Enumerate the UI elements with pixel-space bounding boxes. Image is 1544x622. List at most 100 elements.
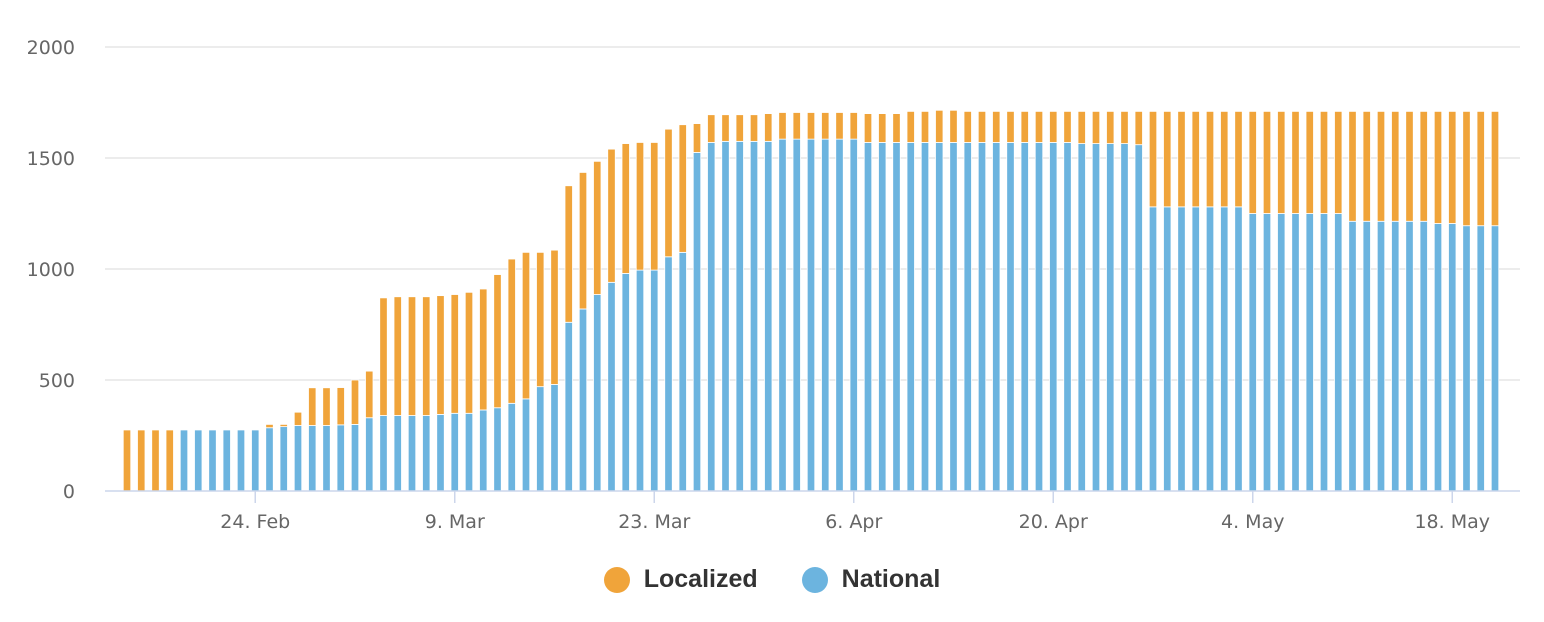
bar-localized-2020-02-27[interactable] — [293, 411, 303, 426]
bar-national-2020-03-01[interactable] — [336, 424, 345, 492]
bar-national-2020-03-06[interactable] — [407, 415, 417, 492]
bar-national-2020-02-26[interactable] — [279, 426, 288, 492]
bar-localized-2020-05-21[interactable] — [1490, 110, 1500, 227]
bar-localized-2020-02-18[interactable] — [165, 429, 174, 492]
bar-localized-2020-04-01[interactable] — [778, 112, 787, 140]
bar-localized-2020-05-06[interactable] — [1277, 110, 1286, 214]
bar-national-2020-04-25[interactable] — [1120, 143, 1129, 492]
bar-national-2020-05-21[interactable] — [1490, 225, 1500, 492]
bar-national-2020-02-23[interactable] — [236, 429, 246, 492]
bar-national-2020-04-12[interactable] — [935, 142, 944, 492]
bar-national-2020-03-23[interactable] — [650, 269, 659, 492]
bar-localized-2020-04-22[interactable] — [1077, 110, 1086, 144]
bar-localized-2020-05-12[interactable] — [1362, 110, 1371, 222]
bar-localized-2020-04-20[interactable] — [1049, 110, 1058, 143]
bar-localized-2020-05-10[interactable] — [1334, 110, 1343, 214]
bar-national-2020-02-19[interactable] — [179, 429, 189, 492]
bar-national-2020-03-31[interactable] — [764, 140, 773, 492]
bar-localized-2020-04-14[interactable] — [963, 110, 972, 143]
bar-localized-2020-04-16[interactable] — [992, 110, 1001, 143]
bar-national-2020-03-19[interactable] — [593, 294, 602, 492]
bar-localized-2020-05-03[interactable] — [1234, 110, 1243, 208]
bar-national-2020-03-21[interactable] — [621, 273, 630, 492]
bar-localized-2020-03-03[interactable] — [365, 370, 374, 419]
bar-national-2020-05-05[interactable] — [1262, 213, 1272, 492]
legend-item-localized[interactable]: Localized — [603, 565, 758, 594]
bar-national-2020-03-28[interactable] — [721, 140, 730, 492]
bar-national-2020-04-10[interactable] — [906, 142, 915, 492]
bar-national-2020-03-04[interactable] — [379, 415, 388, 492]
bar-localized-2020-04-02[interactable] — [792, 112, 801, 140]
bar-national-2020-03-13[interactable] — [507, 402, 516, 492]
legend-item-national[interactable]: National — [801, 565, 940, 594]
bar-national-2020-05-16[interactable] — [1419, 220, 1428, 492]
bar-national-2020-04-29[interactable] — [1177, 206, 1186, 492]
bar-localized-2020-03-19[interactable] — [593, 160, 602, 295]
bar-localized-2020-05-02[interactable] — [1220, 110, 1229, 208]
bar-localized-2020-04-28[interactable] — [1163, 110, 1172, 208]
bar-national-2020-04-07[interactable] — [863, 142, 873, 492]
bar-national-2020-03-07[interactable] — [422, 415, 431, 492]
bar-localized-2020-03-20[interactable] — [607, 148, 616, 283]
bar-national-2020-05-07[interactable] — [1291, 213, 1300, 492]
bar-localized-2020-04-25[interactable] — [1120, 110, 1129, 144]
bar-localized-2020-03-23[interactable] — [650, 142, 659, 271]
bar-national-2020-04-26[interactable] — [1134, 144, 1143, 492]
bar-localized-2020-03-27[interactable] — [707, 114, 716, 143]
bar-localized-2020-03-28[interactable] — [721, 114, 730, 142]
bar-localized-2020-03-09[interactable] — [450, 294, 459, 414]
bar-national-2020-05-02[interactable] — [1220, 206, 1229, 492]
bar-localized-2020-03-31[interactable] — [764, 113, 773, 142]
bar-national-2020-02-20[interactable] — [194, 429, 203, 492]
bar-localized-2020-04-27[interactable] — [1148, 110, 1158, 208]
bar-national-2020-04-28[interactable] — [1163, 206, 1172, 492]
bar-national-2020-04-05[interactable] — [835, 138, 844, 492]
bar-national-2020-05-01[interactable] — [1205, 206, 1215, 492]
bar-national-2020-05-19[interactable] — [1462, 225, 1471, 492]
bar-national-2020-05-12[interactable] — [1362, 220, 1371, 492]
bar-national-2020-04-27[interactable] — [1148, 206, 1158, 492]
bar-localized-2020-02-25[interactable] — [265, 423, 274, 429]
bar-national-2020-05-09[interactable] — [1319, 213, 1329, 492]
bar-national-2020-05-20[interactable] — [1476, 225, 1485, 492]
bar-localized-2020-03-07[interactable] — [422, 296, 431, 416]
bar-national-2020-05-08[interactable] — [1305, 213, 1314, 492]
bar-localized-2020-04-05[interactable] — [835, 112, 844, 140]
bar-national-2020-02-25[interactable] — [265, 427, 274, 492]
bar-national-2020-02-29[interactable] — [322, 425, 331, 492]
bar-national-2020-04-01[interactable] — [778, 138, 787, 492]
bar-localized-2020-04-29[interactable] — [1177, 110, 1186, 208]
bar-localized-2020-02-16[interactable] — [137, 429, 146, 492]
bar-localized-2020-04-06[interactable] — [849, 112, 858, 140]
bar-national-2020-05-03[interactable] — [1234, 206, 1243, 492]
bar-localized-2020-04-13[interactable] — [949, 109, 958, 143]
bar-national-2020-03-05[interactable] — [393, 415, 402, 492]
bar-localized-2020-04-23[interactable] — [1091, 110, 1101, 144]
bar-localized-2020-03-12[interactable] — [493, 274, 502, 409]
bar-localized-2020-04-04[interactable] — [821, 112, 830, 140]
bar-localized-2020-05-05[interactable] — [1262, 110, 1272, 214]
bar-national-2020-04-24[interactable] — [1106, 143, 1115, 492]
bar-national-2020-05-17[interactable] — [1433, 223, 1443, 492]
bar-national-2020-03-12[interactable] — [493, 407, 502, 492]
bar-localized-2020-03-06[interactable] — [407, 296, 417, 416]
bar-localized-2020-04-08[interactable] — [878, 113, 887, 143]
bar-localized-2020-02-17[interactable] — [151, 429, 160, 492]
bar-localized-2020-04-15[interactable] — [977, 110, 987, 143]
bar-localized-2020-03-16[interactable] — [550, 249, 559, 385]
bar-national-2020-03-15[interactable] — [536, 386, 545, 492]
bar-localized-2020-02-15[interactable] — [122, 429, 132, 492]
bar-national-2020-05-10[interactable] — [1334, 213, 1343, 492]
bar-national-2020-04-15[interactable] — [977, 142, 987, 492]
bar-national-2020-03-02[interactable] — [350, 423, 360, 492]
bar-localized-2020-05-11[interactable] — [1348, 110, 1357, 222]
bar-national-2020-05-18[interactable] — [1448, 223, 1457, 492]
bar-national-2020-04-09[interactable] — [892, 142, 901, 492]
bar-localized-2020-03-14[interactable] — [521, 251, 531, 400]
bar-national-2020-03-20[interactable] — [607, 281, 616, 492]
bar-national-2020-02-28[interactable] — [308, 425, 317, 492]
bar-localized-2020-05-20[interactable] — [1476, 110, 1485, 227]
bar-national-2020-04-20[interactable] — [1049, 142, 1058, 492]
bar-localized-2020-04-07[interactable] — [863, 113, 873, 143]
bar-national-2020-03-27[interactable] — [707, 142, 716, 492]
